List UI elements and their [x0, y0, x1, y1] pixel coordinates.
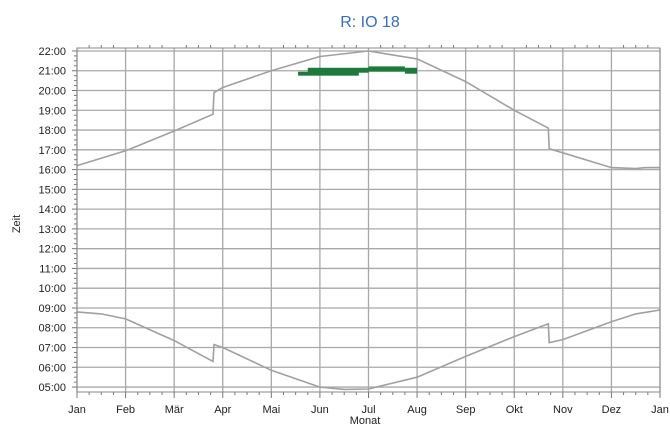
shadow-bar	[307, 67, 369, 73]
x-tick-label: Jan	[68, 404, 86, 416]
plot-border	[76, 47, 661, 393]
y-tick-label: 16:00	[38, 165, 66, 177]
y-tick-label: 12:00	[38, 244, 66, 256]
x-axis-label: Monat	[350, 415, 381, 427]
y-tick-label: 11:00	[39, 263, 66, 275]
y-tick-label: 21:00	[38, 66, 66, 78]
y-tick-label: 10:00	[38, 283, 66, 295]
y-tick-label: 18:00	[38, 125, 66, 137]
y-tick-label: 20:00	[38, 86, 66, 98]
x-tick-label: Jul	[361, 404, 375, 416]
shadow-bar	[298, 71, 359, 76]
x-tick-label: Okt	[506, 404, 523, 416]
shadow-series	[298, 66, 418, 76]
shadow-bar	[404, 67, 418, 74]
x-tick-labels: Jan Feb Mär Apr Mai Jun Jul Aug Sep Okt Nov Dez Jan	[68, 404, 669, 416]
x-tick-label: Aug	[407, 404, 427, 416]
x-tick-label: Apr	[214, 404, 231, 416]
y-tick-label: 06:00	[38, 362, 66, 374]
x-tick-label: Mai	[262, 404, 280, 416]
sunrise-line	[76, 309, 661, 391]
shadow-bar	[368, 66, 405, 72]
y-tick-label: 22:00	[38, 46, 66, 58]
axis-ticks	[72, 45, 661, 398]
x-tick-label: Jan	[651, 404, 669, 416]
x-tick-label: Feb	[116, 404, 135, 416]
y-tick-label: 14:00	[38, 204, 66, 216]
y-tick-label: 07:00	[38, 343, 66, 355]
y-tick-label: 15:00	[38, 184, 66, 196]
y-tick-labels: 05:00 06:00 07:00 08:00 09:00 10:00 11:00 12:00…	[38, 46, 66, 394]
x-tick-label: Jun	[311, 404, 329, 416]
x-tick-label: Sep	[456, 404, 476, 416]
plot-frame	[76, 47, 661, 393]
sunset-line	[76, 50, 660, 170]
y-tick-label: 13:00	[38, 224, 66, 236]
x-tick-label: Dez	[602, 404, 622, 416]
grid	[76, 48, 661, 392]
y-tick-label: 19:00	[38, 105, 66, 117]
y-tick-label: 09:00	[38, 303, 66, 315]
x-tick-label: Mär	[165, 404, 184, 416]
x-tick-label: Nov	[553, 404, 573, 416]
curve-series	[76, 50, 661, 391]
y-tick-label: 05:00	[38, 382, 66, 394]
y-tick-label: 08:00	[38, 323, 66, 335]
y-axis-label: Zeit	[11, 215, 23, 233]
y-tick-label: 17:00	[38, 145, 66, 157]
chart-title: R: IO 18	[340, 14, 400, 31]
